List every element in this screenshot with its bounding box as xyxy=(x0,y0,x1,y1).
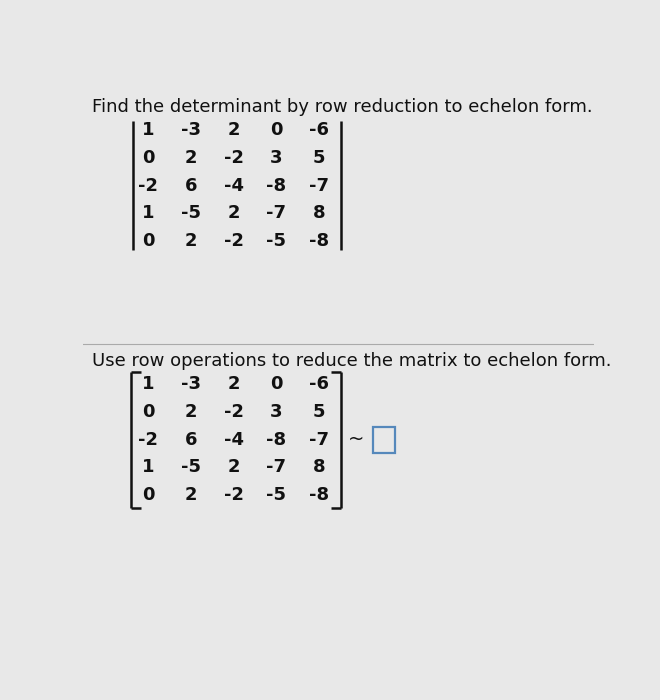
Text: 0: 0 xyxy=(270,375,282,393)
Text: 6: 6 xyxy=(185,430,197,449)
Text: -5: -5 xyxy=(266,486,286,504)
Text: 2: 2 xyxy=(228,204,240,223)
Text: -6: -6 xyxy=(309,121,329,139)
Text: 2: 2 xyxy=(228,121,240,139)
Text: -8: -8 xyxy=(309,232,329,250)
Text: 0: 0 xyxy=(270,121,282,139)
Text: 1: 1 xyxy=(142,121,154,139)
Text: -4: -4 xyxy=(224,176,244,195)
Text: -3: -3 xyxy=(181,121,201,139)
Text: ~: ~ xyxy=(348,430,364,449)
Text: 6: 6 xyxy=(185,176,197,195)
Text: Use row operations to reduce the matrix to echelon form.: Use row operations to reduce the matrix … xyxy=(92,352,611,370)
Text: -2: -2 xyxy=(224,486,244,504)
Text: -5: -5 xyxy=(266,232,286,250)
Text: -4: -4 xyxy=(224,430,244,449)
Text: -8: -8 xyxy=(266,176,286,195)
Text: 2: 2 xyxy=(228,458,240,477)
Text: 5: 5 xyxy=(313,403,325,421)
Text: 8: 8 xyxy=(313,458,325,477)
Text: 1: 1 xyxy=(142,204,154,223)
Text: -7: -7 xyxy=(309,430,329,449)
Text: -3: -3 xyxy=(181,375,201,393)
Text: 1: 1 xyxy=(142,458,154,477)
Text: -2: -2 xyxy=(224,403,244,421)
Text: 2: 2 xyxy=(185,232,197,250)
Text: 0: 0 xyxy=(142,403,154,421)
Text: 0: 0 xyxy=(142,232,154,250)
Text: 1: 1 xyxy=(142,375,154,393)
Text: 8: 8 xyxy=(313,204,325,223)
Text: 0: 0 xyxy=(142,486,154,504)
Text: -2: -2 xyxy=(139,430,158,449)
Text: -8: -8 xyxy=(309,486,329,504)
Text: -5: -5 xyxy=(181,204,201,223)
Bar xyxy=(373,427,395,453)
Text: Find the determinant by row reduction to echelon form.: Find the determinant by row reduction to… xyxy=(92,98,593,116)
Text: -7: -7 xyxy=(266,204,286,223)
Text: 5: 5 xyxy=(313,149,325,167)
Text: 2: 2 xyxy=(185,403,197,421)
Text: -2: -2 xyxy=(224,149,244,167)
Text: -8: -8 xyxy=(266,430,286,449)
Text: 3: 3 xyxy=(270,149,282,167)
Text: -5: -5 xyxy=(181,458,201,477)
Text: 0: 0 xyxy=(142,149,154,167)
Text: 2: 2 xyxy=(185,149,197,167)
Text: 2: 2 xyxy=(185,486,197,504)
Text: -2: -2 xyxy=(139,176,158,195)
Text: -6: -6 xyxy=(309,375,329,393)
Text: -7: -7 xyxy=(309,176,329,195)
Text: -2: -2 xyxy=(224,232,244,250)
Text: -7: -7 xyxy=(266,458,286,477)
Text: 2: 2 xyxy=(228,375,240,393)
Text: 3: 3 xyxy=(270,403,282,421)
